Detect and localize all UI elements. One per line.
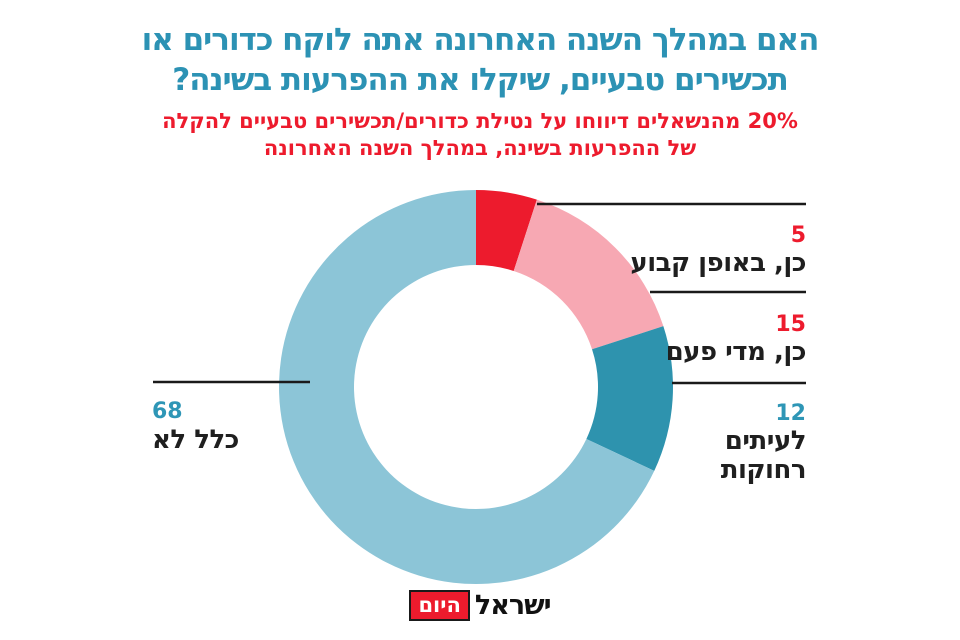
slice-label-0: כן, באופן קבוע: [630, 248, 806, 278]
chart-subtitle-line1: 20% מהנשאלים דיווחו על נטילת כדורים/תכשי…: [162, 109, 798, 133]
donut-slice-1: [513, 199, 664, 350]
slice-value-2: 12: [775, 401, 806, 426]
israel-hayom-logo: ישראל היום: [0, 590, 960, 621]
slice-label-2: לעיתים רחוקות: [720, 426, 807, 485]
chart-title-line1: האם במהלך השנה האחרונה אתה לוקח כדורים א…: [141, 22, 820, 58]
slice-value-0: 5: [790, 223, 806, 248]
slice-label-3: כלל לא: [152, 425, 239, 455]
logo-boxed-text: היום: [409, 590, 470, 621]
chart-subtitle: 20% מהנשאלים דיווחו על נטילת כדורים/תכשי…: [0, 108, 960, 162]
logo-text: ישראל: [474, 590, 552, 621]
slice-value-3: 68: [152, 399, 183, 424]
slice-label-1: כן, מדי פעם: [665, 337, 807, 367]
slice-value-1: 15: [775, 312, 806, 337]
chart-title: האם במהלך השנה האחרונה אתה לוקח כדורים א…: [0, 20, 960, 100]
donut-slice-3: [278, 190, 655, 585]
chart-subtitle-line2: של ההפרעות בשינה, במהלך השנה האחרונה: [263, 136, 697, 160]
donut-slice-2: [586, 326, 674, 471]
donut-slice-0: [476, 190, 537, 271]
chart-title-line2: תכשירים טבעיים, שיקלו את ההפרעות בשינה?: [172, 62, 789, 98]
